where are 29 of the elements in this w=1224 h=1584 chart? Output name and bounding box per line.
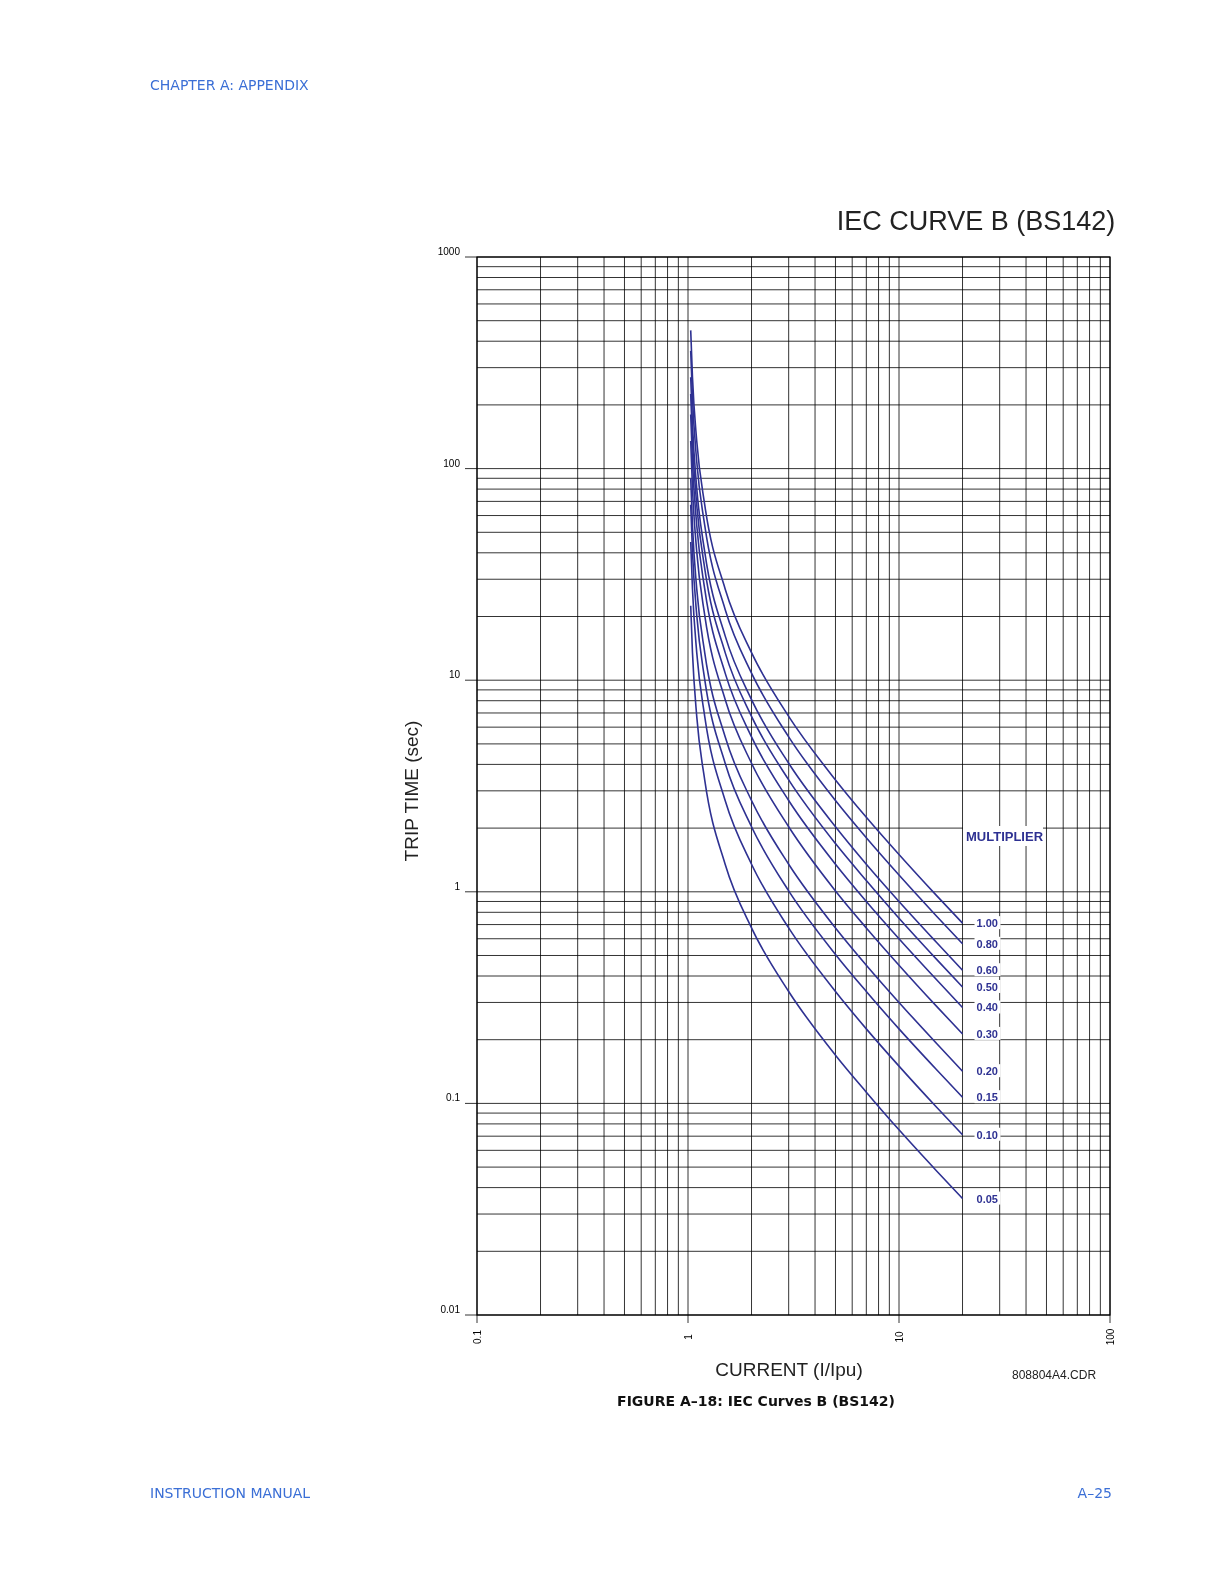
series-label: 0.80: [976, 937, 998, 950]
y-tick-label: 10: [448, 669, 461, 681]
text: INSTRUCTION MANUAL: [150, 1485, 311, 1501]
y-axis-title: TRIP TIME (sec): [401, 720, 422, 862]
series-label: 0.50: [976, 980, 998, 993]
y-tick-label: 0.01: [440, 1304, 461, 1315]
series-label: 0.40: [976, 1001, 998, 1014]
series-label: 0.20: [976, 1065, 998, 1078]
x-tick-label: 100: [1105, 1328, 1116, 1346]
text: 808804A4.CDR: [1012, 1368, 1097, 1382]
y-tick-label: 100: [443, 457, 461, 469]
series-label: 0.10: [976, 1128, 998, 1141]
series-label: 0.60: [976, 964, 998, 977]
text: CHAPTER A: APPENDIX: [150, 77, 310, 93]
x-tick-label: 0.1: [472, 1329, 483, 1344]
x-tick-label: 10: [894, 1331, 905, 1343]
text: A–25: [1077, 1485, 1112, 1501]
y-tick-label: 1: [454, 880, 461, 892]
y-tick-label: 0.1: [446, 1092, 461, 1104]
series-label: 1.00: [976, 917, 998, 930]
text: FIGURE A–18: IEC Curves B (BS142): [617, 1393, 895, 1409]
y-tick-label: 1000: [437, 246, 461, 257]
series-label: 0.15: [976, 1091, 998, 1104]
legend-title: MULTIPLIER: [966, 829, 1044, 844]
series-label: 0.30: [976, 1027, 998, 1040]
x-axis-title: CURRENT (I/Ipu): [715, 1359, 863, 1380]
x-tick-label: 1: [683, 1333, 694, 1340]
chart-title: IEC CURVE B (BS142): [836, 206, 1116, 236]
series-label: 0.05: [976, 1192, 998, 1205]
